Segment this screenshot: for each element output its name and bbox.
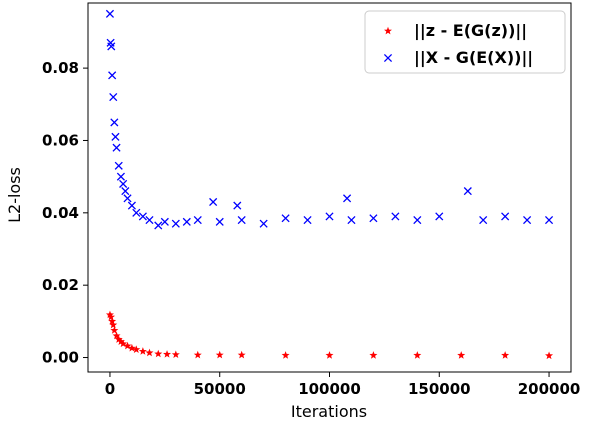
data-point	[479, 215, 488, 225]
legend-marker-series-1	[384, 26, 392, 35]
data-point	[132, 345, 141, 353]
data-point	[193, 350, 202, 359]
data-point	[107, 312, 116, 321]
x-tick-label: 50000	[194, 380, 246, 398]
y-tick-label: 0.00	[42, 349, 79, 367]
data-point	[237, 350, 246, 359]
data-point	[215, 217, 224, 226]
data-point	[116, 172, 125, 181]
x-tick-label: 0	[105, 380, 115, 398]
data-point	[123, 194, 132, 203]
data-point	[105, 9, 115, 18]
y-tick-label: 0.04	[42, 204, 79, 222]
data-point	[343, 194, 352, 203]
data-point	[463, 187, 472, 196]
y-axis-ticks: 0.00 0.02 0.04 0.06 0.08	[42, 59, 88, 367]
data-point	[209, 197, 218, 207]
data-point	[182, 217, 191, 226]
data-point	[501, 212, 510, 221]
data-point	[545, 351, 554, 360]
legend-marker	[383, 53, 393, 63]
data-point	[303, 215, 312, 225]
data-point	[108, 317, 117, 325]
data-point	[281, 214, 290, 223]
data-point	[281, 351, 290, 359]
data-point	[138, 347, 147, 355]
data-point	[105, 310, 114, 319]
y-tick-label: 0.02	[42, 276, 79, 294]
data-point	[154, 349, 163, 358]
series-2	[105, 9, 554, 230]
data-point	[108, 71, 117, 80]
data-point	[523, 215, 532, 225]
data-point	[544, 215, 554, 225]
data-point	[163, 350, 172, 358]
data-point	[110, 326, 119, 334]
legend: ||z - E(G(z))|| ||X - G(E(X))||	[364, 10, 566, 74]
y-tick-label: 0.08	[42, 59, 79, 77]
data-point	[413, 215, 422, 225]
data-point	[127, 343, 136, 352]
data-point	[325, 212, 334, 221]
data-point	[119, 179, 128, 188]
data-point	[145, 215, 154, 225]
data-point	[435, 212, 444, 221]
data-point	[109, 92, 118, 102]
y-tick-label: 0.06	[42, 131, 79, 149]
data-point	[112, 331, 121, 340]
x-axis-ticks: 0 50000 100000 150000 200000	[105, 372, 581, 398]
data-point	[501, 351, 510, 359]
data-point	[114, 161, 123, 170]
data-point	[110, 118, 119, 127]
data-point	[171, 350, 180, 359]
data-point	[369, 351, 378, 359]
data-point	[123, 341, 132, 350]
data-point	[457, 351, 466, 359]
data-point	[121, 187, 130, 196]
data-point	[114, 335, 123, 343]
legend-marker-series-2	[383, 53, 393, 63]
legend-box	[364, 10, 566, 74]
data-point	[233, 201, 242, 210]
x-axis-label: Iterations	[291, 402, 367, 421]
data-point	[259, 219, 268, 228]
data-point	[119, 339, 128, 348]
data-point	[215, 350, 224, 359]
data-point	[107, 42, 116, 51]
data-point	[193, 215, 202, 225]
data-point	[127, 201, 136, 210]
x-tick-label: 100000	[298, 380, 361, 398]
data-point	[347, 215, 356, 225]
data-point	[138, 212, 147, 221]
series-1	[105, 310, 554, 360]
data-point	[391, 212, 400, 221]
data-point	[109, 320, 118, 329]
data-point	[369, 214, 378, 223]
data-point	[154, 221, 163, 230]
legend-marker	[384, 26, 392, 35]
data-point	[145, 348, 154, 357]
data-point	[116, 337, 125, 346]
data-point	[325, 351, 334, 359]
x-tick-label: 200000	[518, 380, 581, 398]
data-point	[132, 208, 141, 217]
data-point	[171, 219, 180, 228]
x-tick-label: 150000	[408, 380, 471, 398]
legend-label-series-1: ||z - E(G(z))||	[414, 21, 527, 41]
data-point	[112, 143, 121, 152]
data-point	[111, 132, 120, 141]
legend-label-series-2: ||X - G(E(X))||	[414, 48, 533, 68]
data-point	[160, 217, 169, 226]
data-point	[413, 351, 422, 359]
data-points	[105, 9, 554, 360]
y-axis-label: L2-loss	[5, 167, 24, 223]
data-point	[237, 215, 246, 225]
